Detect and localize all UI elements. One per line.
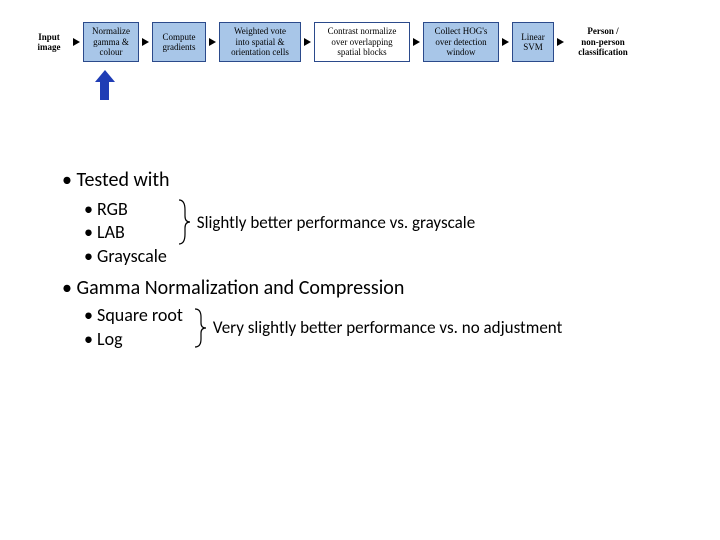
pipeline-box: Person / non-person classification xyxy=(567,22,639,62)
sub-log: • Log xyxy=(84,328,183,351)
tested-group: • RGB • LAB • Grayscale Slightly better … xyxy=(62,198,700,268)
sub-sqrt: • Square root xyxy=(84,304,183,327)
brace-icon-2 xyxy=(193,307,207,349)
slide-content: • Tested with • RGB • LAB • Grayscale Sl… xyxy=(62,168,700,359)
highlight-arrow-up xyxy=(100,70,120,100)
pipeline-arrow-icon xyxy=(502,38,509,46)
pipeline-box: Input image xyxy=(28,24,70,60)
pipeline-arrow-icon xyxy=(142,38,149,46)
bullet-tested-text: Tested with xyxy=(76,168,169,192)
pipeline-arrow-icon xyxy=(304,38,311,46)
pipeline-arrow-icon xyxy=(209,38,216,46)
pipeline-box: Contrast normalize over overlapping spat… xyxy=(314,22,410,62)
pipeline-box: Weighted vote into spatial & orientation… xyxy=(219,22,301,62)
sub-grayscale-text: Grayscale xyxy=(97,245,167,267)
sub-sqrt-text: Square root xyxy=(97,304,183,326)
bullet-gamma-text: Gamma Normalization and Compression xyxy=(76,276,404,300)
sub-grayscale: • Grayscale xyxy=(84,245,167,268)
pipeline-box: Normalize gamma & colour xyxy=(83,22,139,62)
pipeline-arrow-icon xyxy=(73,38,80,46)
pipeline-arrow-icon xyxy=(413,38,420,46)
bullet-tested: • Tested with xyxy=(62,168,700,192)
bullet-gamma: • Gamma Normalization and Compression xyxy=(62,276,700,300)
gamma-group: • Square root • Log Very slightly better… xyxy=(62,304,700,351)
sub-lab-text: LAB xyxy=(97,221,125,243)
sub-log-text: Log xyxy=(97,328,123,350)
pipeline-box: Compute gradients xyxy=(152,22,206,62)
note-noadjust: Very slightly better performance vs. no … xyxy=(213,317,562,338)
sub-rgb-text: RGB xyxy=(97,198,128,220)
pipeline-diagram: Input image Normalize gamma & colour Compu… xyxy=(28,22,702,62)
pipeline-box: Collect HOG's over detection window xyxy=(423,22,499,62)
brace-icon xyxy=(177,198,191,246)
sub-rgb: • RGB xyxy=(84,198,167,221)
note-grayscale: Slightly better performance vs. grayscal… xyxy=(197,212,475,233)
pipeline-arrow-icon xyxy=(557,38,564,46)
sub-lab: • LAB xyxy=(84,221,167,244)
pipeline-box: Linear SVM xyxy=(512,22,554,62)
